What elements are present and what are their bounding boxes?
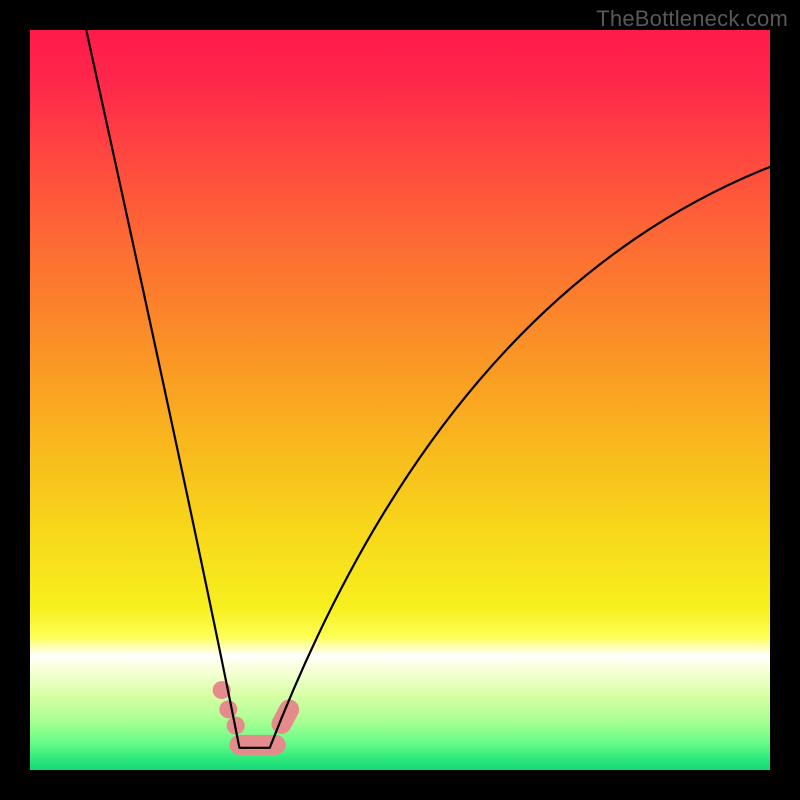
watermark-text: TheBottleneck.com	[596, 6, 788, 32]
v-curve	[86, 30, 770, 748]
curve-layer	[30, 30, 770, 770]
chart-frame: TheBottleneck.com	[0, 0, 800, 800]
plot-area	[30, 30, 770, 770]
highlight-blobs	[213, 681, 289, 745]
